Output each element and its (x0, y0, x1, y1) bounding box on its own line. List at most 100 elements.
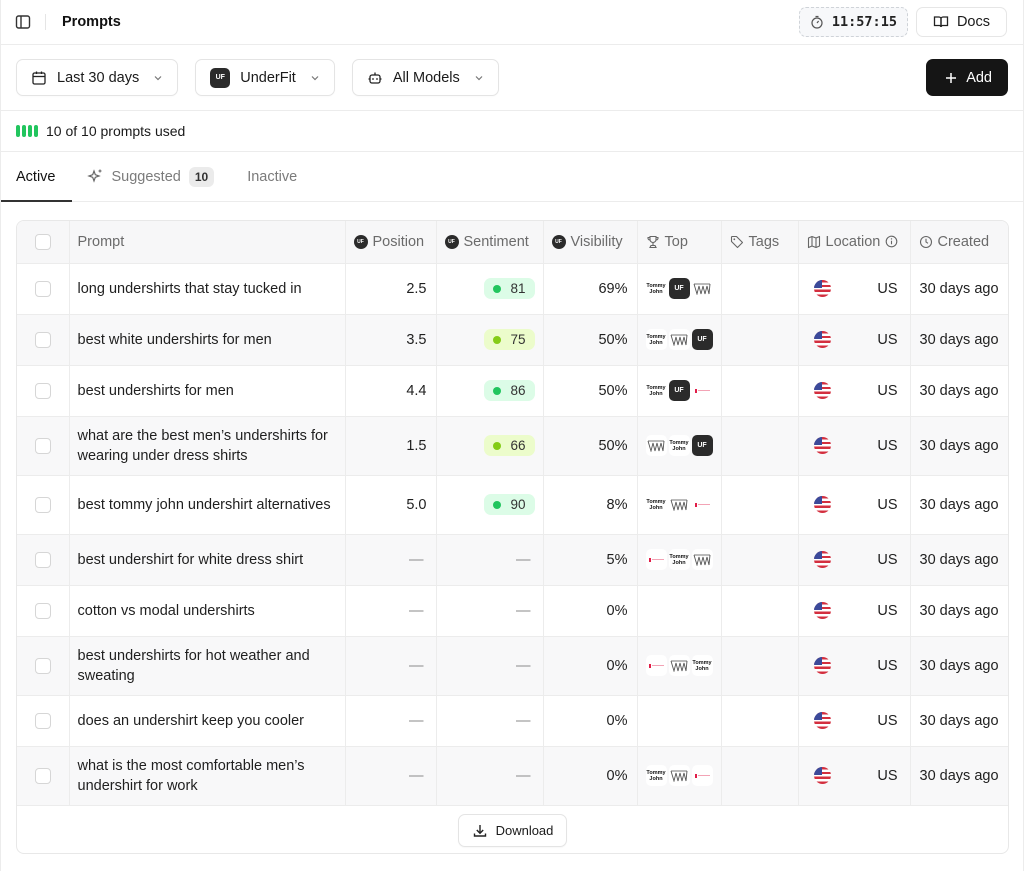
visibility-cell: 50% (543, 416, 638, 476)
prompt-cell[interactable]: what is the most comfortable men’s under… (69, 746, 346, 806)
visibility-cell: 50% (543, 314, 638, 366)
location-cell: US (798, 534, 911, 586)
location-cell: US (798, 636, 911, 696)
tab-active[interactable]: Active (1, 152, 72, 202)
position-value: 5.0 (406, 496, 427, 513)
table-row[interactable]: does an undershirt keep you cooler — — 0% US… (17, 695, 1008, 747)
visibility-value: 50% (598, 437, 628, 454)
column-top[interactable]: Top (637, 221, 722, 264)
position-cell: — (345, 636, 437, 696)
add-prompt-button[interactable]: Add (926, 59, 1008, 96)
prompt-cell[interactable]: best undershirts for men (69, 365, 346, 417)
tags-cell[interactable] (721, 585, 799, 637)
brand-select[interactable]: UF UnderFit (195, 59, 335, 96)
model-select[interactable]: All Models (351, 59, 499, 96)
column-label: Top (664, 233, 688, 250)
created-value: 30 days ago (919, 280, 999, 297)
row-select-cell (17, 585, 70, 637)
sidebar-toggle-icon[interactable] (15, 14, 31, 30)
location-value: US (877, 551, 898, 568)
prompt-cell[interactable]: long undershirts that stay tucked in (69, 263, 346, 315)
prompt-text: best undershirts for men (77, 382, 234, 399)
column-tags[interactable]: Tags (721, 221, 799, 264)
top-brands-cell: Tommy John UF (637, 314, 722, 366)
column-location[interactable]: Location (798, 221, 911, 264)
tags-cell[interactable] (721, 365, 799, 417)
row-checkbox[interactable] (34, 280, 51, 297)
table-row[interactable]: cotton vs modal undershirts — — 0% US 30 days… (17, 585, 1008, 637)
table-row[interactable]: best undershirts for hot weather and swe… (17, 636, 1008, 696)
table-row[interactable]: best white undershirts for men 3.5 75 50% To… (17, 314, 1008, 366)
top-brand-logos: Tommy John UF (645, 380, 713, 401)
tab-inactive[interactable]: Inactive (229, 152, 312, 201)
select-all-checkbox[interactable] (34, 233, 51, 250)
tags-cell[interactable] (721, 534, 799, 586)
select-all-cell (17, 221, 70, 264)
prompt-cell[interactable]: best undershirts for hot weather and swe… (69, 636, 346, 696)
download-icon (472, 823, 488, 839)
download-button[interactable]: Download (457, 814, 568, 847)
tags-cell[interactable] (721, 695, 799, 747)
prompt-cell[interactable]: best tommy john undershirt alternatives (69, 475, 346, 535)
row-checkbox[interactable] (34, 712, 51, 729)
position-cell: — (345, 746, 437, 806)
created-cell: 30 days ago (910, 636, 1008, 696)
position-cell: — (345, 534, 437, 586)
column-sentiment[interactable]: UF Sentiment (436, 221, 544, 264)
prompt-cell[interactable]: best white undershirts for men (69, 314, 346, 366)
prompt-usage: 10 of 10 prompts used (1, 111, 1023, 152)
underfit-logo-icon: UF (668, 380, 690, 401)
docs-button[interactable]: Docs (915, 7, 1007, 37)
brand-logo-icon: UF (444, 234, 459, 249)
table-row[interactable]: what are the best men’s undershirts for … (17, 416, 1008, 476)
created-cell: 30 days ago (910, 475, 1008, 535)
table-row[interactable]: best undershirt for white dress shirt — — 5… (17, 534, 1008, 586)
location-value: US (877, 496, 898, 513)
prompt-text: what is the most comfortable men’s under… (77, 757, 305, 794)
row-checkbox[interactable] (34, 602, 51, 619)
row-checkbox[interactable] (34, 496, 51, 513)
tags-cell[interactable] (721, 416, 799, 476)
tab-label: Active (16, 168, 56, 185)
tags-cell[interactable] (721, 475, 799, 535)
tags-cell[interactable] (721, 746, 799, 806)
sentiment-cell: — (436, 534, 544, 586)
tags-cell[interactable] (721, 314, 799, 366)
sentiment-empty: — (516, 767, 531, 784)
date-range-select[interactable]: Last 30 days (16, 59, 179, 96)
column-created[interactable]: Created (910, 221, 1008, 264)
sentiment-empty: — (516, 657, 531, 674)
row-select-cell (17, 365, 70, 417)
prompt-cell[interactable]: best undershirt for white dress shirt (69, 534, 346, 586)
row-checkbox[interactable] (34, 382, 51, 399)
prompt-cell[interactable]: does an undershirt keep you cooler (69, 695, 346, 747)
top-brands-cell: Tommy John UF (637, 263, 722, 315)
row-checkbox[interactable] (34, 657, 51, 674)
table-row[interactable]: best undershirts for men 4.4 86 50% Tommy Joh… (17, 365, 1008, 417)
prompt-cell[interactable]: cotton vs modal undershirts (69, 585, 346, 637)
table-row[interactable]: what is the most comfortable men’s under… (17, 746, 1008, 806)
prompt-cell[interactable]: what are the best men’s undershirts for … (69, 416, 346, 476)
row-checkbox[interactable] (34, 331, 51, 348)
column-visibility[interactable]: UF Visibility (543, 221, 638, 264)
table-row[interactable]: long undershirts that stay tucked in 2.5 8… (17, 263, 1008, 315)
row-checkbox[interactable] (34, 437, 51, 454)
row-checkbox[interactable] (34, 767, 51, 784)
tags-cell[interactable] (721, 636, 799, 696)
visibility-value: 8% (606, 496, 628, 513)
brand-logo-icon: UF (551, 234, 566, 249)
tab-suggested[interactable]: Suggested 10 (72, 152, 230, 201)
row-select-cell (17, 475, 70, 535)
top-brand-logos: Tommy John UF (645, 278, 713, 299)
column-prompt[interactable]: Prompt (69, 221, 346, 264)
info-icon[interactable] (885, 235, 898, 248)
created-value: 30 days ago (919, 331, 999, 348)
column-position[interactable]: UF Position (345, 221, 437, 264)
column-label: Sentiment (463, 233, 529, 250)
visibility-cell: 50% (543, 365, 638, 417)
row-checkbox[interactable] (34, 551, 51, 568)
tab-label: Inactive (247, 168, 298, 185)
sentiment-value: 86 (510, 383, 526, 398)
tags-cell[interactable] (721, 263, 799, 315)
table-row[interactable]: best tommy john undershirt alternatives 5… (17, 475, 1008, 535)
